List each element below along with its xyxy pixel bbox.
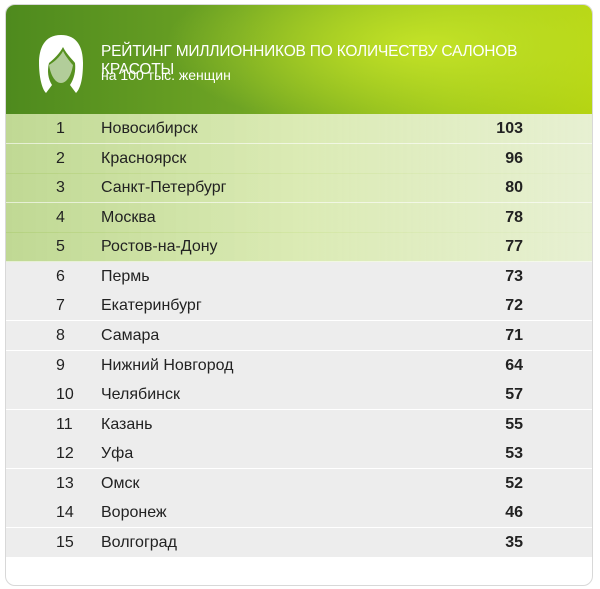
city: Омск (101, 474, 140, 492)
city: Красноярск (101, 149, 187, 167)
rank: 9 (56, 356, 65, 374)
table-row: 2 Красноярск 96 (6, 143, 592, 174)
table-row: 5 Ростов-на-Дону 77 (6, 232, 592, 263)
value: 73 (505, 267, 523, 285)
rank: 4 (56, 208, 65, 226)
table-row: 15 Волгоград 35 (6, 527, 592, 558)
value: 57 (505, 386, 523, 404)
value: 80 (505, 179, 523, 197)
rank: 10 (56, 386, 74, 404)
city: Самара (101, 326, 160, 344)
table-row: 10 Челябинск 57 (6, 380, 592, 411)
rank: 8 (56, 326, 65, 344)
woman-icon (39, 35, 83, 93)
title: РЕЙТИНГ МИЛЛИОННИКОВ ПО КОЛИЧЕСТВУ САЛОН… (101, 43, 518, 78)
table-row: 11 Казань 55 (6, 409, 592, 440)
value: 64 (505, 356, 523, 374)
table-row: 4 Москва 78 (6, 202, 592, 233)
rank: 11 (56, 415, 73, 433)
city: Челябинск (101, 386, 180, 404)
table-row: 8 Самара 71 (6, 320, 592, 351)
city: Екатеринбург (101, 297, 202, 315)
table-row: 3 Санкт-Петербург 80 (6, 173, 592, 204)
rank: 7 (56, 297, 65, 315)
rank: 3 (56, 179, 65, 197)
value: 71 (505, 326, 523, 344)
city: Ростов-на-Дону (101, 238, 218, 256)
city: Пермь (101, 267, 150, 285)
value: 78 (505, 208, 523, 226)
table-row: 9 Нижний Новгород 64 (6, 350, 592, 381)
value: 46 (505, 504, 523, 522)
city: Москва (101, 208, 156, 226)
value: 35 (505, 533, 523, 551)
rank: 13 (56, 474, 74, 492)
rank: 14 (56, 504, 74, 522)
city: Уфа (101, 445, 134, 463)
value: 72 (505, 297, 523, 315)
value: 103 (496, 120, 523, 137)
table-row: 12 Уфа 53 (6, 439, 592, 470)
table-row: 13 Омск 52 (6, 468, 592, 499)
value: 77 (505, 238, 523, 256)
city: Новосибирск (101, 120, 198, 137)
value: 55 (505, 415, 523, 433)
table-row: 14 Воронеж 46 (6, 498, 592, 529)
rank: 5 (56, 238, 65, 256)
city: Нижний Новгород (101, 356, 234, 374)
rank: 12 (56, 445, 74, 463)
table-row: 1 Новосибирск 103 (6, 114, 592, 144)
city: Воронеж (101, 504, 167, 522)
rank: 1 (56, 120, 65, 137)
city: Волгоград (101, 533, 177, 551)
rating-card: РЕЙТИНГ МИЛЛИОННИКОВ ПО КОЛИЧЕСТВУ САЛОН… (5, 4, 593, 586)
city: Казань (101, 415, 153, 433)
value: 53 (505, 445, 523, 463)
table-row: 6 Пермь 73 (6, 261, 592, 292)
rank: 6 (56, 267, 65, 285)
rank: 2 (56, 149, 65, 167)
table-row: 7 Екатеринбург 72 (6, 291, 592, 322)
value: 52 (505, 474, 523, 492)
subtitle: на 100 тыс. женщин (101, 67, 231, 83)
rank: 15 (56, 533, 74, 551)
value: 96 (505, 149, 523, 167)
header: РЕЙТИНГ МИЛЛИОННИКОВ ПО КОЛИЧЕСТВУ САЛОН… (6, 5, 592, 114)
city: Санкт-Петербург (101, 179, 227, 197)
